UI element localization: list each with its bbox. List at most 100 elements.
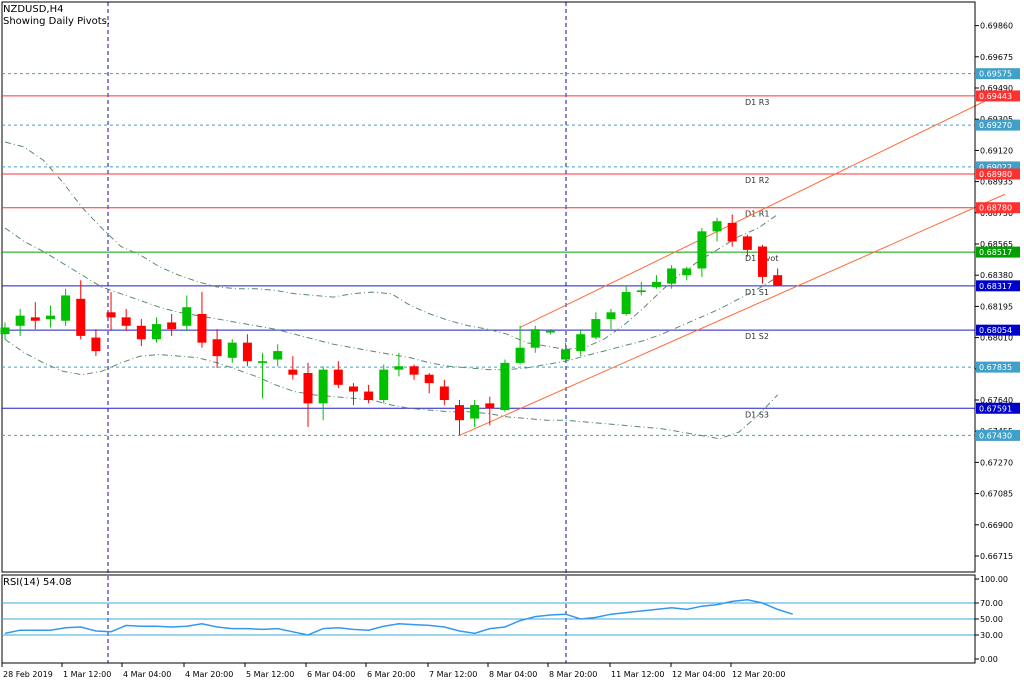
pivot-level-tag: 0.68980 (979, 170, 1012, 179)
price-tick-label: 0.68010 (980, 334, 1013, 343)
candle (182, 295, 192, 331)
candle (636, 281, 646, 296)
price-tick-label: 0.68565 (980, 240, 1013, 249)
candle-body (530, 329, 540, 348)
candle (76, 280, 86, 340)
candle (333, 361, 343, 389)
candle-body (621, 292, 631, 314)
candle-body (152, 324, 161, 340)
candle (439, 379, 449, 406)
time-tick-label: 6 Mar 04:00 (307, 670, 355, 679)
dotted-level-tag: 0.67835 (979, 363, 1012, 372)
candle (621, 285, 631, 316)
dotted-level-tag: 0.69575 (979, 70, 1012, 79)
candle-body (318, 369, 328, 404)
candle-body (45, 315, 55, 320)
candle (273, 344, 283, 367)
candle-body (227, 342, 237, 358)
dotted-level-tag: 0.69270 (979, 121, 1012, 130)
candle (727, 214, 737, 247)
price-tick-label: 0.66900 (980, 521, 1013, 530)
candle (152, 317, 161, 343)
pivot-level-tag-bg (976, 324, 1020, 336)
candle (121, 308, 131, 331)
candle (500, 359, 510, 412)
time-tick-label: 12 Mar 20:00 (732, 670, 785, 679)
time-tick-label: 8 Mar 04:00 (489, 670, 537, 679)
candle-body (470, 405, 480, 419)
candle-body (167, 322, 177, 330)
pivot-level-tag-bg (976, 280, 1020, 292)
price-tick-label: 0.66715 (980, 552, 1013, 561)
candle (530, 325, 540, 353)
time-tick-label: 7 Mar 12:00 (429, 670, 477, 679)
pivot-level-tag-bg (976, 202, 1020, 214)
candle-body (576, 334, 586, 352)
candle (667, 265, 677, 289)
candle (682, 266, 692, 281)
candle-body (303, 373, 313, 404)
candle (45, 305, 55, 328)
candle-body (409, 366, 419, 375)
dotted-level-tag: 0.67430 (979, 431, 1012, 440)
candle-body (182, 307, 192, 326)
candle (758, 244, 767, 284)
candle-body (697, 231, 707, 269)
candle (348, 383, 358, 406)
candle-body (606, 312, 616, 320)
candle (773, 268, 783, 286)
candle (561, 342, 571, 363)
candle-body (348, 386, 358, 392)
candle-body (727, 222, 737, 242)
candle (288, 356, 298, 380)
candle-body (591, 319, 601, 338)
rsi-label: RSI(14) 54.08 (3, 577, 72, 588)
candle (379, 364, 389, 404)
candle-body (212, 339, 222, 357)
band-lower-line (4, 338, 778, 440)
price-tick-label: 0.67085 (980, 490, 1013, 499)
price-tick-label: 0.67270 (980, 458, 1013, 467)
price-tick-label: 0.69490 (980, 84, 1013, 93)
channel-lower-line (459, 193, 1006, 436)
pivot-level-label: D1 S1 (745, 288, 769, 297)
candle (394, 352, 404, 377)
time-tick-label: 8 Mar 20:00 (549, 670, 597, 679)
candle (591, 312, 601, 340)
candle-body (455, 405, 464, 421)
candle (455, 399, 464, 436)
subtitle: Showing Daily Pivots. (3, 16, 110, 27)
candle-body (667, 268, 677, 284)
price-tick-label: 0.68195 (980, 302, 1013, 311)
pivot-level-label: D1 R3 (745, 98, 769, 107)
candle-body (288, 369, 298, 375)
candle-body (106, 312, 116, 318)
candle-body (712, 221, 722, 232)
candle-body (197, 313, 207, 343)
price-tick-label: 0.67640 (980, 396, 1013, 405)
time-tick-label: 4 Mar 20:00 (185, 670, 233, 679)
price-tick-label: 0.69860 (980, 22, 1013, 31)
dotted-level-tag-bg (976, 119, 1020, 131)
pivot-level-tag-bg (976, 168, 1020, 180)
candle (697, 227, 707, 277)
price-tick-label: 0.68935 (980, 178, 1013, 187)
candle-body (136, 325, 146, 340)
candle (258, 352, 268, 399)
candle-body (545, 330, 555, 333)
band-mid-line (4, 227, 778, 371)
candle (409, 364, 419, 380)
candle (712, 217, 722, 242)
candle (136, 319, 146, 347)
candle (651, 275, 661, 289)
rsi-tick-label: 100.00 (980, 575, 1008, 584)
candle-body (242, 342, 252, 362)
candle-body (273, 351, 283, 360)
candle (30, 302, 40, 330)
candle-body (258, 361, 268, 363)
dotted-level-tag: 0.69022 (979, 163, 1012, 172)
time-tick-label: 1 Mar 12:00 (63, 670, 111, 679)
